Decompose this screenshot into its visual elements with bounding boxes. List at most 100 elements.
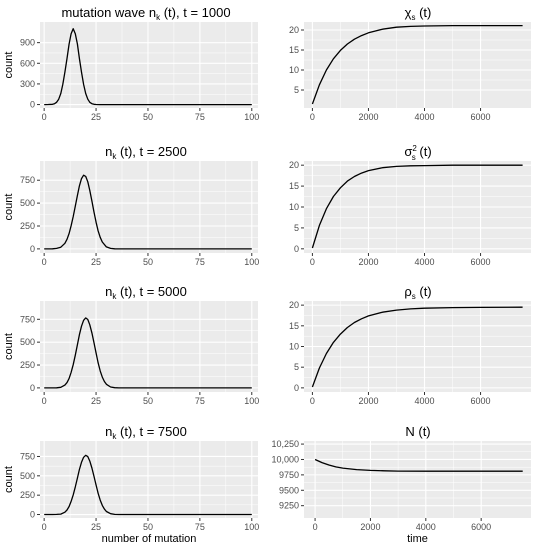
- y-tick-label: 250: [20, 490, 35, 500]
- x-tick-label: 75: [195, 522, 205, 532]
- x-tick-label: 50: [143, 522, 153, 532]
- panel-title: N (t): [405, 424, 430, 439]
- x-tick-label: 25: [91, 396, 101, 406]
- y-tick-label: 20: [289, 300, 299, 310]
- y-tick-label: 5: [294, 223, 299, 233]
- y-axis-label: count: [3, 333, 15, 360]
- y-tick-label: 9500: [279, 485, 299, 495]
- panel-background: [40, 301, 258, 392]
- y-tick-label: 0: [30, 510, 35, 520]
- panel-title: nk (t), t = 7500: [105, 424, 187, 441]
- y-tick-label: 300: [20, 79, 35, 89]
- y-tick-label: 750: [20, 175, 35, 185]
- x-tick-label: 2000: [360, 522, 380, 532]
- x-tick-label: 50: [143, 396, 153, 406]
- x-tick-label: 25: [91, 257, 101, 267]
- y-tick-label: 0: [30, 100, 35, 110]
- x-tick-label: 100: [244, 112, 259, 122]
- x-tick-label: 0: [310, 396, 315, 406]
- x-tick-label: 0: [310, 257, 315, 267]
- x-tick-label: 0: [42, 257, 47, 267]
- y-axis-label: count: [3, 466, 15, 493]
- x-tick-label: 75: [195, 257, 205, 267]
- series-line: [311, 24, 523, 105]
- y-tick-label: 10: [289, 202, 299, 212]
- panel-title: mutation wave nk (t), t = 1000: [61, 5, 230, 22]
- y-tick-label: 250: [20, 360, 35, 370]
- y-tick-label: 15: [289, 321, 299, 331]
- panel-title: ρs (t): [404, 284, 431, 301]
- y-tick-label: 750: [20, 314, 35, 324]
- x-tick-label: 0: [310, 112, 315, 122]
- x-tick-label: 6000: [471, 522, 491, 532]
- x-tick-label: 4000: [414, 257, 434, 267]
- panel-title: nk (t), t = 2500: [105, 144, 187, 161]
- x-tick-label: 100: [244, 522, 259, 532]
- x-tick-label: 75: [195, 396, 205, 406]
- x-tick-label: 75: [195, 112, 205, 122]
- panel-background: [40, 22, 258, 108]
- y-axis-label: count: [3, 52, 15, 79]
- x-tick-label: 0: [313, 522, 318, 532]
- panel-title: nk (t), t = 5000: [105, 284, 187, 301]
- y-tick-label: 0: [294, 244, 299, 254]
- panel-background: [40, 161, 258, 253]
- x-axis-label: time: [407, 533, 428, 545]
- y-tick-label: 0: [30, 244, 35, 254]
- x-tick-label: 6000: [471, 257, 491, 267]
- panel-background: [304, 22, 531, 108]
- x-tick-label: 2000: [358, 396, 378, 406]
- y-tick-label: 0: [294, 383, 299, 393]
- y-tick-label: 250: [20, 221, 35, 231]
- y-tick-label: 500: [20, 471, 35, 481]
- x-tick-label: 2000: [358, 112, 378, 122]
- x-tick-label: 100: [244, 396, 259, 406]
- series-line: [44, 174, 252, 250]
- series-line: [311, 306, 523, 388]
- x-tick-label: 0: [42, 522, 47, 532]
- y-tick-label: 5: [294, 85, 299, 95]
- series-line: [44, 28, 252, 106]
- x-tick-label: 0: [42, 112, 47, 122]
- y-tick-label: 10,250: [271, 439, 299, 449]
- x-tick-label: 4000: [414, 396, 434, 406]
- panel-background: [40, 441, 258, 518]
- x-tick-label: 25: [91, 112, 101, 122]
- series-line: [314, 458, 523, 472]
- x-tick-label: 4000: [414, 112, 434, 122]
- x-tick-label: 25: [91, 522, 101, 532]
- y-tick-label: 5: [294, 362, 299, 372]
- series-line: [44, 317, 252, 389]
- y-tick-label: 10: [289, 65, 299, 75]
- panel-7: 0 25 50 75 100 0 250 500 750 nk (t), t = 7500 coun…: [3, 424, 259, 545]
- y-tick-label: 9250: [279, 501, 299, 511]
- panel-1: 0 25 50 75 100 0 300 600 900 mutation wave nk (t)…: [3, 5, 259, 122]
- x-tick-label: 6000: [471, 112, 491, 122]
- panel-background: [304, 441, 531, 518]
- panel-title: σ2 s (t): [404, 144, 431, 162]
- y-tick-label: 500: [20, 198, 35, 208]
- panel-8: 0 2000 4000 6000 9250 9500 9750 10,000 10,250 N (…: [271, 424, 531, 545]
- x-tick-label: 2000: [358, 257, 378, 267]
- y-tick-label: 20: [289, 25, 299, 35]
- y-tick-label: 20: [289, 160, 299, 170]
- y-tick-label: 9750: [279, 470, 299, 480]
- panel-6: 0 2000 4000 6000 0 5 10 15 20 ρs (t): [289, 284, 531, 406]
- x-tick-label: 50: [143, 112, 153, 122]
- y-tick-label: 10,000: [271, 454, 299, 464]
- x-tick-label: 0: [42, 396, 47, 406]
- panel-title: χs (t): [405, 5, 432, 22]
- y-tick-label: 15: [289, 181, 299, 191]
- y-tick-label: 900: [20, 38, 35, 48]
- x-tick-label: 4000: [416, 522, 436, 532]
- y-axis-label: count: [3, 194, 15, 221]
- panel-5: 0 25 50 75 100 0 250 500 750 nk (t), t = 5000 coun…: [3, 284, 259, 406]
- series-line: [311, 164, 523, 249]
- y-tick-label: 500: [20, 337, 35, 347]
- y-tick-label: 10: [289, 342, 299, 352]
- x-tick-label: 6000: [471, 396, 491, 406]
- panel-4: 0 2000 4000 6000 0 5 10 15 20 σ2 s (t): [289, 144, 531, 267]
- y-tick-label: 600: [20, 58, 35, 68]
- x-axis-label: number of mutation: [102, 533, 197, 545]
